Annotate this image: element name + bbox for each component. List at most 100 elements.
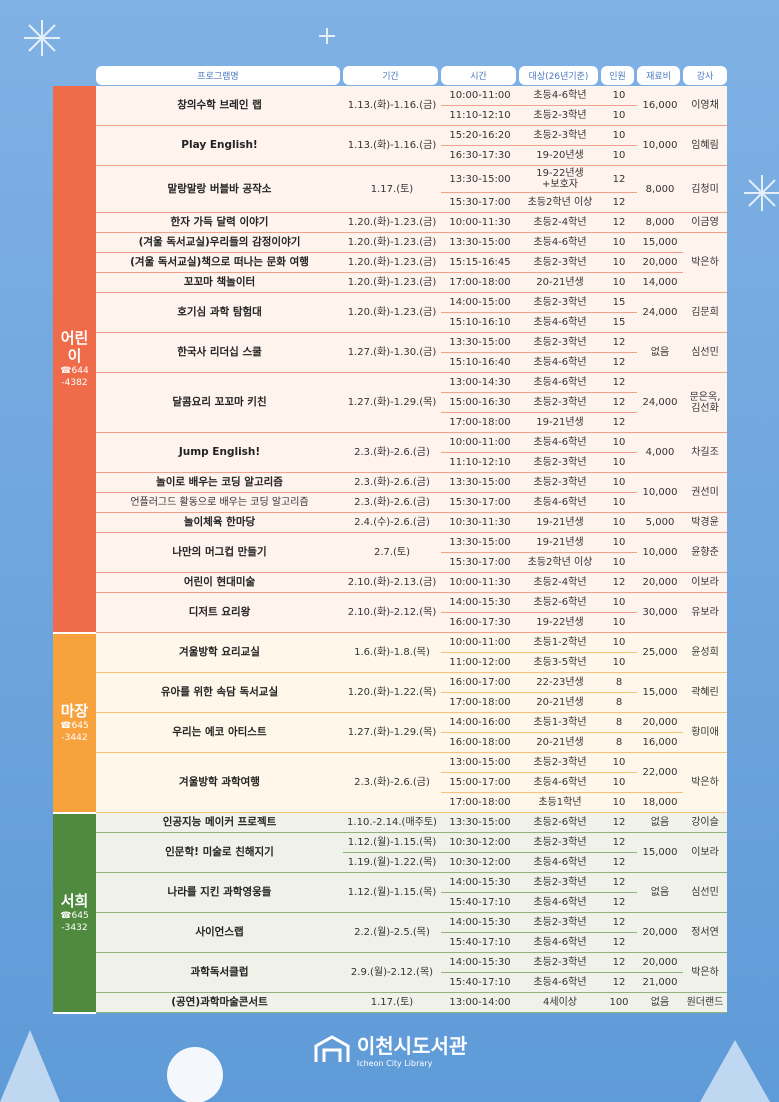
cell: 20,000	[637, 572, 683, 593]
cell: 1.13.(화)-1.16.(금)	[343, 86, 441, 126]
cell: 2.7.(토)	[343, 532, 441, 573]
cell: 20,000	[637, 952, 683, 973]
column-header: 시간	[441, 66, 516, 85]
cell: 8,000	[637, 165, 683, 213]
cell: 한자 가득 달력 이야기	[96, 212, 343, 233]
cell: 권선미	[683, 472, 727, 513]
cell: 10,000	[637, 125, 683, 166]
section-name: 어린이	[60, 328, 89, 365]
section-label: 서희 ☎645 -3432	[53, 812, 96, 1014]
cell: 겨울방학 요리교실	[96, 632, 343, 673]
cell: 20,000	[637, 712, 683, 733]
cell: 16:30-17:30	[441, 145, 519, 166]
cell: 김문희	[683, 292, 727, 333]
cell: 10,000	[637, 532, 683, 573]
cell: 언플러그드 활동으로 배우는 코딩 알고리즘	[96, 492, 343, 513]
cell: 초등2-3학년	[519, 125, 601, 146]
cell: 없음	[637, 992, 683, 1013]
table-row: 16:00-17:30 19-22년생 10	[53, 612, 727, 633]
table-row: 어린이 현대미술 2.10.(화)-2.13.(금) 10:00-11:30 초등2-…	[53, 572, 727, 593]
cell: 12	[601, 352, 637, 373]
cell: 없음	[637, 872, 683, 913]
column-header: 인원	[601, 66, 634, 85]
cell: 2.3.(화)-2.6.(금)	[343, 492, 441, 513]
cell: 24,000	[637, 372, 683, 433]
cell: 22,000	[637, 752, 683, 793]
cell: 1.12.(월)-1.15.(목)	[343, 832, 441, 853]
cell: 15:10-16:40	[441, 352, 519, 373]
cell: 박은하	[683, 752, 727, 813]
cell: 15:10-16:10	[441, 312, 519, 333]
cell: 12	[601, 912, 637, 933]
cell: 5,000	[637, 512, 683, 533]
column-header: 강사	[683, 66, 727, 85]
cell: 초등2-3학년	[519, 252, 601, 273]
table-row: 호기심 과학 탐험대 1.20.(화)-1.23.(금) 14:00-15:00 초등…	[53, 292, 727, 333]
cell: 13:30-15:00	[441, 532, 519, 553]
cell: 13:00-14:30	[441, 372, 519, 393]
cell: 유아를 위한 속담 독서교실	[96, 672, 343, 713]
cell: 14:00-15:30	[441, 592, 519, 613]
section-phone: ☎645 -3432	[60, 910, 89, 933]
cell: 15:00-16:30	[441, 392, 519, 413]
cell: 19-20년생	[519, 145, 601, 166]
cell: 이보라	[683, 572, 727, 593]
cell: 초등1-3학년	[519, 712, 601, 733]
cell: 14:00-15:00	[441, 292, 519, 313]
table-row: Play English! 1.13.(화)-1.16.(금) 15:20-16:2…	[53, 125, 727, 166]
cell: 놀이로 배우는 코딩 알고리즘	[96, 472, 343, 493]
table-row: 11:00-12:00 초등3-5학년 10	[53, 652, 727, 673]
cell: 초등2학년 이상	[519, 552, 601, 573]
cell: 초등4-6학년	[519, 932, 601, 953]
cell: 강이슬	[683, 812, 727, 833]
cell: 1.13.(화)-1.16.(금)	[343, 125, 441, 166]
cell: 10	[601, 272, 637, 293]
cell: 겨울방학 과학여행	[96, 752, 343, 813]
cell: 2.2.(월)-2.5.(목)	[343, 912, 441, 953]
cell: 초등4-6학년	[519, 312, 601, 333]
cell: 초등4-6학년	[519, 232, 601, 253]
cell: 8	[601, 732, 637, 753]
table-row: 15:00-17:00 초등4-6학년 10	[53, 772, 727, 793]
cell: 디저트 요리왕	[96, 592, 343, 633]
cell: (공연)과학마술콘서트	[96, 992, 343, 1013]
cell: 유보라	[683, 592, 727, 633]
cell: (겨울 독서교실)책으로 떠나는 문화 여행	[96, 252, 343, 273]
cell: 놀이체육 한마당	[96, 512, 343, 533]
cell: 꼬꼬마 책놀이터	[96, 272, 343, 293]
cell: 17:00-18:00	[441, 792, 519, 813]
cell: 20-21년생	[519, 692, 601, 713]
cell: 8	[601, 672, 637, 693]
cell: 이보라	[683, 832, 727, 873]
cell: 12	[601, 932, 637, 953]
table-row: (겨울 독서교실)책으로 떠나는 문화 여행 1.20.(화)-1.23.(금) 1…	[53, 252, 727, 273]
cell: 10	[601, 592, 637, 613]
cell: 나라를 지킨 과학영웅들	[96, 872, 343, 913]
cell: 10	[601, 452, 637, 473]
cell: 초등2-6학년	[519, 592, 601, 613]
cell: 10	[601, 752, 637, 773]
table-row: 언플러그드 활동으로 배우는 코딩 알고리즘 2.3.(화)-2.6.(금) 15:…	[53, 492, 727, 513]
cell: 이금영	[683, 212, 727, 233]
cell: 1.20.(화)-1.22.(목)	[343, 672, 441, 713]
cell: 10	[601, 772, 637, 793]
cell: Play English!	[96, 125, 343, 166]
cell: 15:00-17:00	[441, 772, 519, 793]
cell: 10	[601, 512, 637, 533]
cell: 윤성희	[683, 632, 727, 673]
cell: 1.17.(토)	[343, 992, 441, 1013]
table-row: 15:30-17:00 초등2학년 이상 10	[53, 552, 727, 573]
table-row: 서희 ☎645 -3432 인공지능 메이커 프로젝트 1.10.-2.14.(매주토…	[53, 812, 727, 1014]
cell: 곽혜린	[683, 672, 727, 713]
cell: 이영채	[683, 86, 727, 126]
cell: 13:30-15:00	[441, 332, 519, 353]
cell: 김청미	[683, 165, 727, 213]
table-row: 겨울방학 과학여행 2.3.(화)-2.6.(금) 13:00-15:00 초등2-3…	[53, 752, 727, 813]
program-table: 어린이 ☎644 -4382 창의수학 브레인 랩 1.13.(화)-1.16.(금)…	[53, 86, 727, 1014]
table-row: 어린이 ☎644 -4382 창의수학 브레인 랩 1.13.(화)-1.16.(금)…	[53, 86, 727, 634]
section-label: 어린이 ☎644 -4382	[53, 86, 96, 634]
cell: 초등2-3학년	[519, 392, 601, 413]
cell: 1.17.(토)	[343, 165, 441, 213]
cell: 10	[601, 792, 637, 813]
